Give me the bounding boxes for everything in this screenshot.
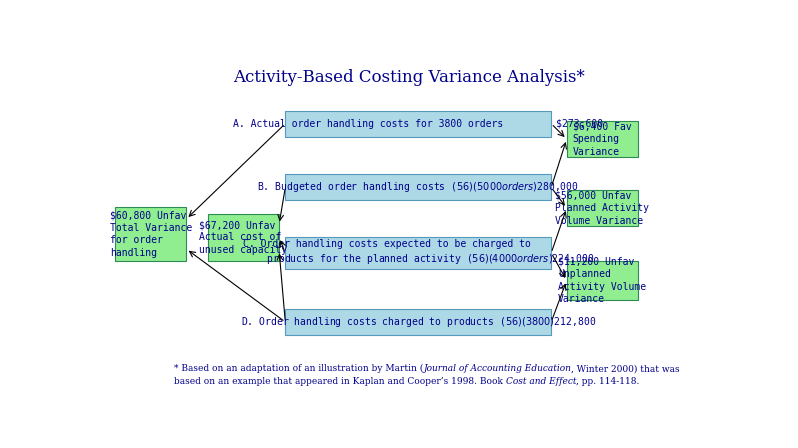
Text: $6,400 Fav
Spending
Variance: $6,400 Fav Spending Variance — [573, 122, 631, 156]
FancyBboxPatch shape — [208, 214, 279, 261]
Text: $60,800 Unfav
Total Variance
for order
handling: $60,800 Unfav Total Variance for order h… — [109, 211, 192, 258]
FancyBboxPatch shape — [567, 190, 638, 226]
Text: $56,000 Unfav
Planned Activity
Volume Variance: $56,000 Unfav Planned Activity Volume Va… — [555, 191, 650, 225]
FancyBboxPatch shape — [285, 174, 551, 200]
FancyBboxPatch shape — [285, 111, 551, 137]
Text: , Winter 2000) that was: , Winter 2000) that was — [571, 364, 680, 373]
Text: Cost and Effect: Cost and Effect — [506, 377, 576, 386]
FancyBboxPatch shape — [115, 207, 187, 261]
FancyBboxPatch shape — [567, 261, 638, 301]
Text: , pp. 114-118.: , pp. 114-118. — [576, 377, 639, 386]
FancyBboxPatch shape — [567, 121, 638, 157]
Text: B. Budgeted order handling costs ($56)(5000 orders)    $280,000: B. Budgeted order handling costs ($56)(5… — [257, 181, 579, 194]
FancyBboxPatch shape — [285, 237, 551, 269]
FancyBboxPatch shape — [285, 309, 551, 335]
Text: based on an example that appeared in Kaplan and Cooper’s 1998. Book: based on an example that appeared in Kap… — [174, 377, 506, 386]
Text: Activity-Based Costing Variance Analysis*: Activity-Based Costing Variance Analysis… — [233, 69, 585, 86]
Text: $67,200 Unfav
Actual cost of
unused capacity: $67,200 Unfav Actual cost of unused capa… — [200, 220, 287, 255]
Text: A. Actual order handling costs for 3800 orders         $273,600: A. Actual order handling costs for 3800 … — [233, 119, 603, 129]
Text: C. Order handling costs expected to be charged to
    products for the planned a: C. Order handling costs expected to be c… — [243, 240, 594, 267]
Text: $11,200 Unfav
Unplanned
Activity Volume
Variance: $11,200 Unfav Unplanned Activity Volume … — [558, 257, 646, 304]
Text: D. Order handling costs charged to products ($56)(3800) $212,800: D. Order handling costs charged to produ… — [241, 315, 596, 329]
Text: Journal of Accounting Education: Journal of Accounting Education — [423, 364, 571, 373]
Text: * Based on an adaptation of an illustration by Martin (: * Based on an adaptation of an illustrat… — [174, 364, 423, 373]
